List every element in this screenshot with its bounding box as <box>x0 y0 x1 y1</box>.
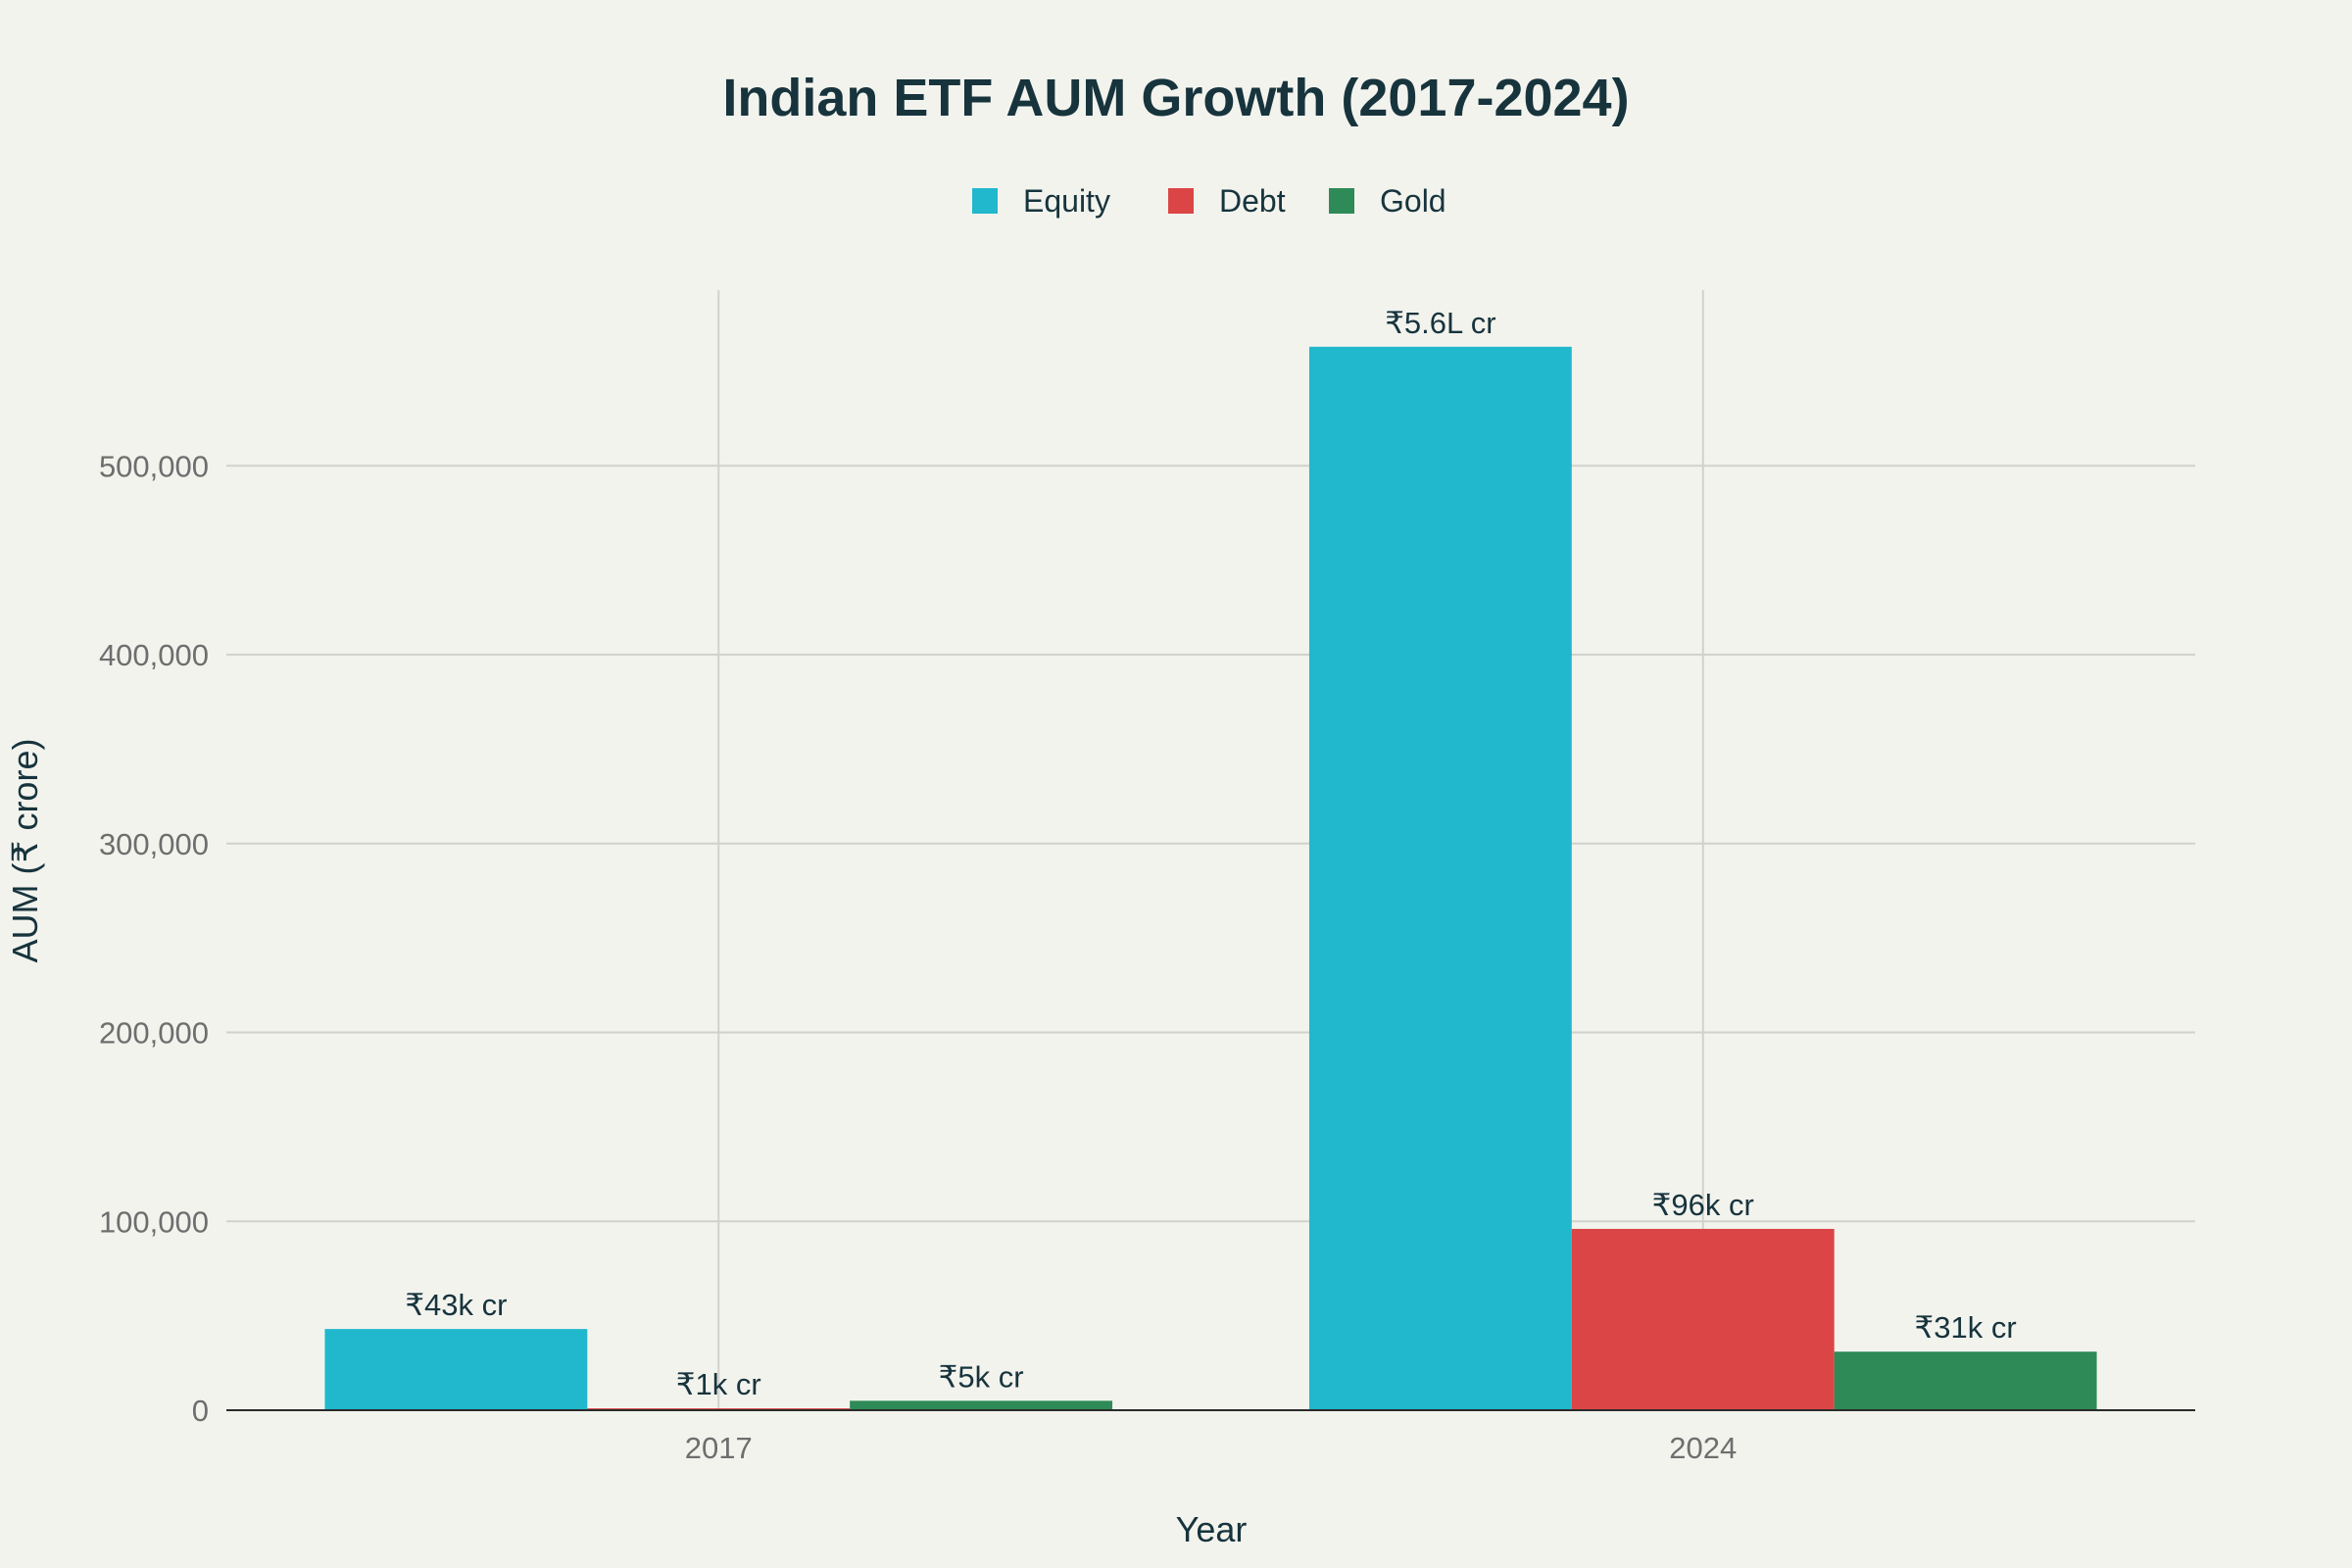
bar-label: ₹5k cr <box>939 1359 1024 1394</box>
legend-swatch <box>972 188 998 214</box>
legend-label: Gold <box>1380 183 1446 219</box>
x-tick-label: 2017 <box>685 1431 753 1465</box>
y-axis-title: AUM (₹ crore) <box>5 739 45 963</box>
legend-item-equity: Equity <box>972 183 1110 219</box>
x-axis: 2017 2024 <box>226 1409 2195 1465</box>
legend: Equity Debt Gold <box>972 183 1446 219</box>
bar-gold-2017 <box>850 1400 1113 1410</box>
y-tick-label: 0 <box>192 1394 209 1428</box>
legend-item-debt: Debt <box>1168 183 1286 219</box>
legend-swatch <box>1168 188 1194 214</box>
bar-label: ₹43k cr <box>405 1288 507 1322</box>
chart-title: Indian ETF AUM Growth (2017-2024) <box>722 69 1629 127</box>
legend-label: Debt <box>1219 183 1286 219</box>
y-tick-label: 500,000 <box>99 449 209 483</box>
bar-equity-2017 <box>324 1329 588 1410</box>
legend-label: Equity <box>1023 183 1110 219</box>
y-tick-label: 300,000 <box>99 827 209 861</box>
bar-label: ₹31k cr <box>1915 1310 2017 1345</box>
bars <box>324 346 2097 1411</box>
gridlines <box>226 290 2195 1410</box>
y-tick-label: 100,000 <box>99 1204 209 1239</box>
y-tick-label: 200,000 <box>99 1016 209 1051</box>
bar-debt-2024 <box>1571 1228 1835 1410</box>
bar-label: ₹96k cr <box>1652 1188 1754 1222</box>
bar-equity-2024 <box>1308 346 1572 1411</box>
bar-labels: ₹43k cr ₹1k cr ₹5k cr ₹5.6L cr ₹96k cr ₹31k c… <box>405 306 2016 1401</box>
x-axis-title: Year <box>1176 1509 1248 1549</box>
bar-label: ₹1k cr <box>676 1367 761 1401</box>
y-tick-label: 400,000 <box>99 638 209 672</box>
bar-label: ₹5.6L cr <box>1385 306 1495 340</box>
y-axis: 0 100,000 200,000 300,000 400,000 500,000 <box>99 449 209 1428</box>
legend-swatch <box>1329 188 1354 214</box>
x-tick-label: 2024 <box>1669 1431 1737 1465</box>
legend-item-gold: Gold <box>1329 183 1446 219</box>
bar-gold-2024 <box>1834 1351 2097 1410</box>
